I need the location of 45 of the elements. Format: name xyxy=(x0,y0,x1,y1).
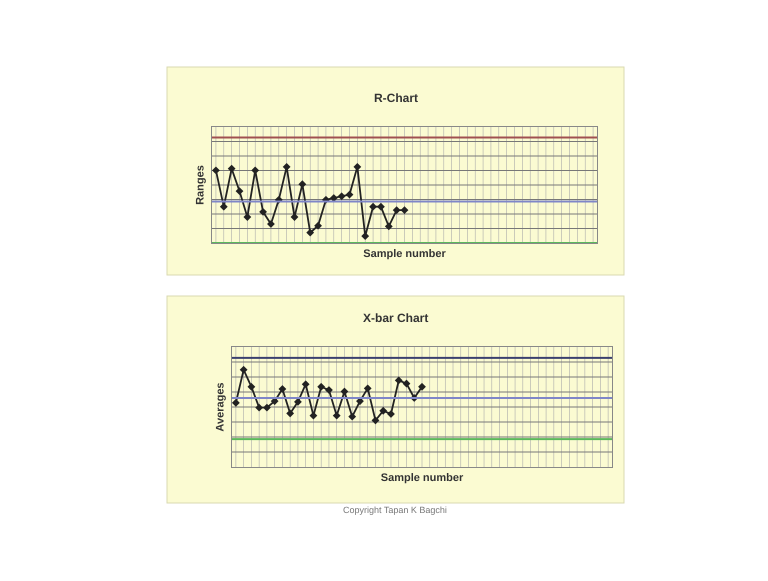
point xyxy=(369,202,377,211)
point xyxy=(286,410,294,418)
point xyxy=(247,382,256,391)
point xyxy=(418,382,426,391)
point xyxy=(310,412,318,420)
point xyxy=(306,228,314,237)
point xyxy=(377,202,385,211)
point xyxy=(325,386,333,394)
point xyxy=(228,164,236,173)
point xyxy=(332,412,341,420)
point xyxy=(361,232,370,240)
point xyxy=(400,206,408,214)
point xyxy=(338,192,346,200)
point xyxy=(387,410,395,418)
x-axis-title: Sample number xyxy=(363,248,446,260)
point xyxy=(232,398,240,407)
y-axis-title: Ranges xyxy=(194,165,207,205)
point xyxy=(243,213,252,221)
point xyxy=(392,206,401,214)
point xyxy=(255,404,264,412)
chart-title: R-Chart xyxy=(374,91,418,105)
point xyxy=(317,382,326,391)
point xyxy=(212,166,220,174)
point xyxy=(302,380,310,388)
point xyxy=(372,416,380,424)
x-axis-title: Sample number xyxy=(380,472,464,484)
point xyxy=(346,190,354,199)
point xyxy=(267,220,275,228)
point xyxy=(340,388,348,396)
point xyxy=(379,406,388,415)
point xyxy=(348,412,356,421)
point xyxy=(236,187,244,196)
point xyxy=(314,222,322,230)
point xyxy=(240,366,248,374)
point xyxy=(364,384,372,392)
chart-title: X-bar Chart xyxy=(363,311,428,325)
point xyxy=(259,208,267,216)
point xyxy=(394,376,403,384)
y-axis-title: Averages xyxy=(214,382,227,432)
point xyxy=(402,380,410,388)
point xyxy=(263,404,271,412)
text: Copyright Tapan K Bagchi xyxy=(343,505,447,515)
point xyxy=(290,213,298,221)
point xyxy=(384,222,393,230)
point xyxy=(278,385,286,393)
